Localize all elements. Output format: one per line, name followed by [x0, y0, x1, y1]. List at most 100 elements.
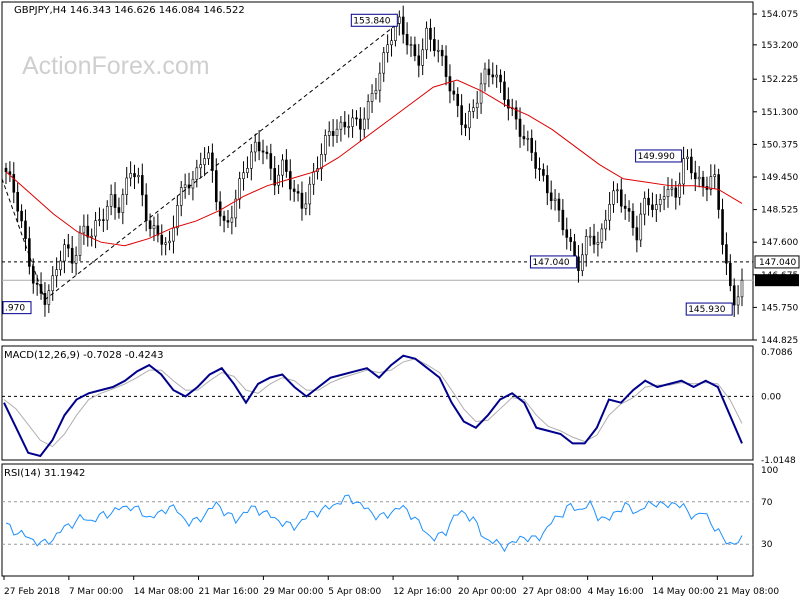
candle-body — [187, 184, 191, 189]
candle-body — [140, 175, 144, 196]
candle-body — [440, 49, 444, 57]
candle-body — [561, 209, 565, 231]
candle-body — [133, 173, 136, 178]
candle-body — [335, 128, 339, 136]
candle-body — [732, 285, 736, 306]
candle-body — [491, 74, 495, 78]
price-annotation-3: 145.930 — [688, 305, 725, 315]
current-price-label: 146.522 — [759, 276, 796, 286]
price-panel-frame — [1, 1, 754, 341]
candle-body — [475, 102, 479, 109]
candle-body — [378, 72, 382, 91]
candle-body — [538, 168, 541, 170]
candle-body — [109, 194, 113, 207]
candle-body — [436, 49, 440, 52]
candle-body — [117, 207, 121, 213]
y-tick-label-10: 144.825 — [761, 336, 798, 346]
candle-body — [59, 260, 62, 271]
candle-body — [666, 189, 670, 197]
rsi-y-tick-label-2: 30 — [761, 540, 773, 550]
moving-average-line — [5, 79, 743, 247]
candle-body — [265, 151, 269, 154]
price-annotation-4: .970 — [5, 304, 25, 314]
price-panel-header: GBPJPY,H4 146.343 146.626 146.084 146.52… — [14, 5, 245, 16]
candles — [4, 5, 744, 318]
candle-body — [121, 194, 125, 213]
candle-body — [281, 159, 284, 176]
candle-body — [86, 225, 90, 238]
candle-body — [12, 174, 16, 193]
candle-body — [102, 219, 105, 221]
candle-body — [199, 164, 203, 169]
candle-body — [63, 244, 66, 262]
candle-body — [721, 209, 724, 245]
candle-body — [725, 244, 728, 264]
candle-body — [619, 189, 623, 207]
candle-body — [569, 237, 572, 242]
candle-body — [343, 121, 347, 128]
candle-body — [320, 154, 323, 169]
candle-body — [226, 220, 230, 223]
candle-body — [577, 256, 580, 271]
candle-body — [639, 213, 643, 241]
candle-body — [250, 151, 253, 169]
candle-body — [16, 191, 19, 212]
candle-body — [623, 205, 627, 209]
y-tick-label-6: 148.525 — [761, 206, 798, 216]
trendline-left — [1, 178, 46, 300]
candle-body — [608, 204, 611, 221]
candle-body — [39, 284, 43, 294]
candle-body — [304, 203, 308, 209]
candle-body — [616, 189, 619, 192]
candle-body — [94, 220, 97, 237]
candle-body — [191, 178, 195, 189]
candle-body — [405, 33, 409, 46]
candle-body — [339, 121, 343, 130]
candle-body — [635, 227, 639, 241]
candle-body — [203, 158, 206, 165]
candle-body — [347, 126, 350, 128]
macd-panel-frame — [1, 345, 754, 461]
candle-body — [612, 190, 615, 205]
candle-body — [242, 172, 245, 179]
candle-body — [495, 74, 498, 78]
rsi-panel-header: RSI(14) 31.1942 — [4, 468, 86, 479]
candle-body — [429, 27, 432, 40]
candle-body — [308, 183, 312, 205]
candle-body — [417, 55, 421, 66]
candle-body — [179, 187, 183, 206]
candle-body — [28, 238, 31, 267]
macd-y-tick-label-1: 0.00 — [761, 392, 781, 402]
candle-body — [456, 93, 460, 106]
candle-body — [125, 177, 129, 195]
candle-body — [366, 101, 370, 120]
price-annotation-box — [635, 149, 683, 163]
candle-body — [530, 137, 534, 153]
candle-body — [390, 40, 393, 46]
candle-body — [483, 68, 487, 85]
y-tick-label-0: 154.075 — [761, 10, 798, 20]
candle-body — [129, 173, 132, 179]
candle-body — [596, 242, 600, 245]
candle-body — [713, 174, 717, 177]
price-annotation-1: 149.990 — [638, 152, 675, 162]
candle-body — [98, 219, 101, 221]
candle-body — [172, 227, 175, 242]
candle-body — [261, 150, 265, 153]
candle-body — [514, 107, 518, 120]
x-tick-label-3: 21 Mar 16:00 — [199, 587, 259, 597]
candle-body — [452, 90, 456, 95]
candle-body — [740, 279, 744, 298]
candle-body — [643, 197, 646, 215]
candle-body — [588, 235, 592, 238]
candle-body — [246, 168, 249, 174]
candle-body — [701, 176, 705, 187]
candle-body — [600, 228, 604, 243]
candle-body — [709, 176, 713, 190]
candle-body — [464, 124, 467, 129]
candle-body — [581, 254, 584, 271]
candle-body — [176, 205, 179, 229]
candle-body — [729, 262, 732, 287]
candle-body — [374, 89, 378, 94]
y-tick-label-1: 153.200 — [761, 41, 798, 51]
